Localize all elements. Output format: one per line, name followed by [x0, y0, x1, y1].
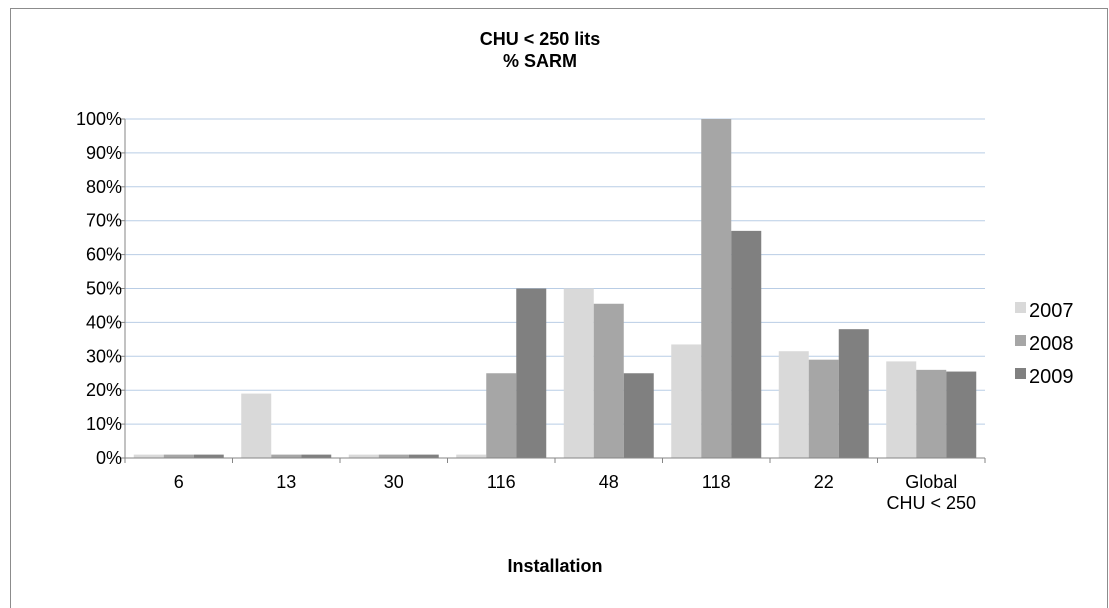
axes: [120, 118, 986, 463]
bar-2007-7: [886, 361, 917, 458]
x-tick-label: 118: [702, 472, 731, 492]
bar-2009-0: [193, 454, 224, 458]
bar-2009-5: [731, 230, 762, 458]
y-tick-labels: 0% 10% 20% 30% 40% 50% 60% 70% 80% 90% 100%: [76, 109, 122, 468]
legend: 2007 2008 2009: [1015, 300, 1074, 388]
y-tick-label: 10%: [86, 414, 122, 434]
chart-title-line-2: % SARM: [503, 51, 577, 71]
bar-2008-7: [916, 369, 947, 458]
bar-2008-4: [593, 303, 624, 458]
bar-2007-5: [671, 344, 702, 458]
x-tick-label: 30: [384, 472, 404, 492]
bar-2007-3: [456, 454, 487, 458]
legend-label-2008: 2008: [1029, 333, 1074, 355]
y-tick-label: 30%: [86, 346, 122, 366]
bar-2007-2: [348, 454, 379, 458]
bar-2008-3: [486, 373, 517, 458]
x-tick-label: 48: [599, 472, 619, 492]
x-tick-label: CHU < 250: [886, 493, 976, 513]
bars: [133, 119, 977, 458]
x-tick-label: 116: [487, 472, 516, 492]
x-tick-label: 6: [174, 472, 184, 492]
legend-label-2007: 2007: [1029, 300, 1074, 322]
legend-swatch-2008: [1015, 335, 1026, 346]
bar-2009-1: [301, 454, 332, 458]
y-tick-label: 70%: [86, 211, 122, 231]
bar-2009-3: [516, 288, 547, 458]
bar-2008-2: [378, 454, 409, 458]
bar-2009-4: [623, 373, 654, 458]
y-tick-label: 20%: [86, 380, 122, 400]
legend-swatch-2007: [1015, 302, 1026, 313]
bar-2009-7: [946, 371, 977, 458]
x-axis-label: Installation: [507, 556, 602, 576]
bar-2008-1: [271, 454, 302, 458]
chart-title-line-1: CHU < 250 lits: [480, 29, 601, 49]
x-tick-label: 22: [814, 472, 834, 492]
bar-2007-6: [778, 351, 809, 458]
y-tick-label: 60%: [86, 245, 122, 265]
bar-2007-0: [133, 454, 164, 458]
y-tick-label: 40%: [86, 312, 122, 332]
gridlines: [125, 118, 985, 425]
bar-2009-6: [838, 329, 869, 458]
x-tick-label: Global: [905, 472, 957, 492]
y-tick-label: 0%: [96, 448, 122, 468]
bar-2007-4: [563, 288, 594, 458]
legend-swatch-2009: [1015, 368, 1026, 379]
y-tick-label: 100%: [76, 109, 122, 129]
y-tick-label: 80%: [86, 177, 122, 197]
legend-label-2009: 2009: [1029, 366, 1074, 388]
bar-2008-6: [808, 359, 839, 458]
y-tick-label: 90%: [86, 143, 122, 163]
y-tick-label: 50%: [86, 279, 122, 299]
bar-2008-5: [701, 119, 732, 458]
chart-frame: [10, 8, 1108, 608]
bar-2009-2: [408, 454, 439, 458]
bar-2008-0: [163, 454, 194, 458]
bar-2007-1: [241, 393, 272, 458]
x-tick-label: 13: [276, 472, 296, 492]
